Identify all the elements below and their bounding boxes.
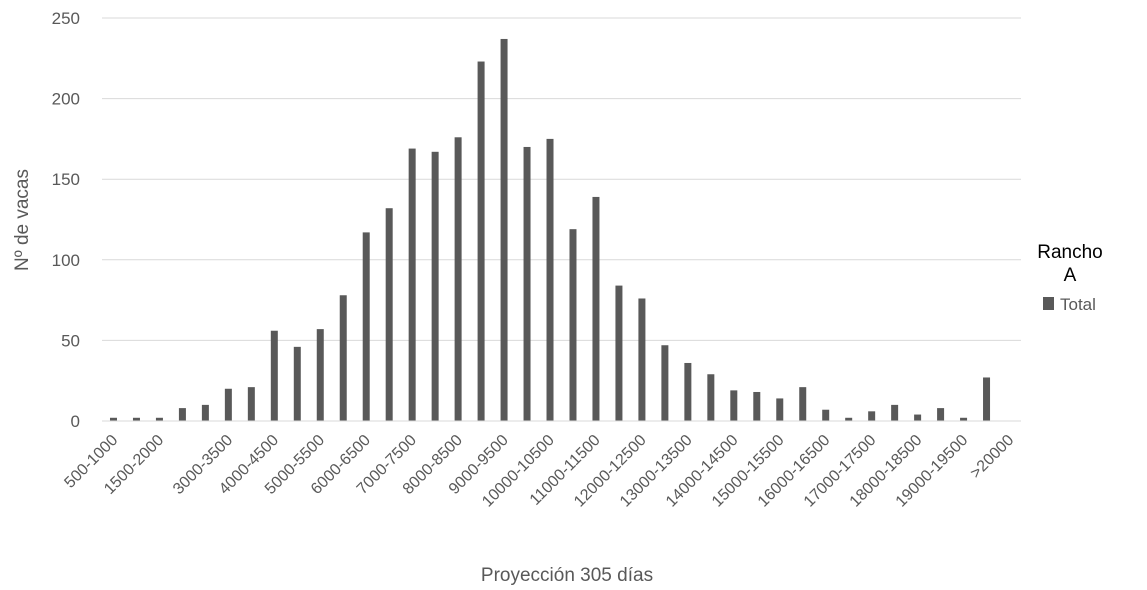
bar: [132, 417, 140, 421]
bar: [523, 146, 531, 421]
bars: [109, 38, 991, 422]
bar: [224, 388, 232, 421]
bar: [385, 208, 393, 421]
bar: [316, 329, 324, 421]
y-tick-label: 250: [52, 9, 80, 28]
bar: [201, 404, 209, 421]
bar: [661, 345, 669, 421]
bar: [546, 138, 554, 421]
bar: [914, 414, 922, 421]
bar: [960, 417, 968, 421]
bar: [178, 408, 186, 421]
bar: [684, 362, 692, 421]
bar: [937, 408, 945, 421]
y-tick-label: 0: [71, 412, 80, 431]
bar: [730, 390, 738, 421]
x-tick-label: >20000: [967, 432, 1017, 482]
bar: [569, 229, 577, 421]
bar: [753, 391, 761, 421]
legend-swatch: [1043, 297, 1054, 310]
bar: [293, 346, 301, 421]
y-tick-label: 150: [52, 170, 80, 189]
bar: [707, 374, 715, 421]
legend-label: Total: [1060, 295, 1096, 314]
bar: [983, 377, 991, 421]
bar: [431, 151, 439, 421]
bar: [822, 409, 830, 421]
y-tick-label: 100: [52, 251, 80, 270]
bar: [454, 137, 462, 421]
bar: [845, 417, 853, 421]
bar: [155, 417, 163, 421]
gridlines: [102, 17, 1021, 341]
bar: [891, 404, 899, 421]
bar: [500, 38, 508, 422]
bar: [477, 61, 485, 422]
bar: [592, 196, 600, 421]
legend-title-line-2: A: [1064, 265, 1077, 286]
y-tick-label: 200: [52, 90, 80, 109]
x-axis-title: Proyección 305 días: [481, 565, 653, 586]
legend: Rancho A Total: [1037, 242, 1103, 314]
bar: [339, 295, 347, 421]
bar: [615, 285, 623, 421]
bar: [362, 232, 370, 421]
legend-title-line-1: Rancho: [1037, 242, 1103, 263]
bar: [408, 148, 416, 421]
bar: [638, 298, 646, 421]
bar: [868, 411, 876, 421]
bar: [799, 387, 807, 421]
y-tick-label: 50: [61, 331, 80, 350]
bar: [776, 398, 784, 421]
y-axis-title: Nº de vacas: [12, 169, 33, 271]
bar: [247, 387, 255, 421]
bar: [270, 330, 278, 421]
bar: [109, 417, 117, 421]
y-axis-ticks: 0 50 100 150 200 250: [52, 9, 80, 431]
